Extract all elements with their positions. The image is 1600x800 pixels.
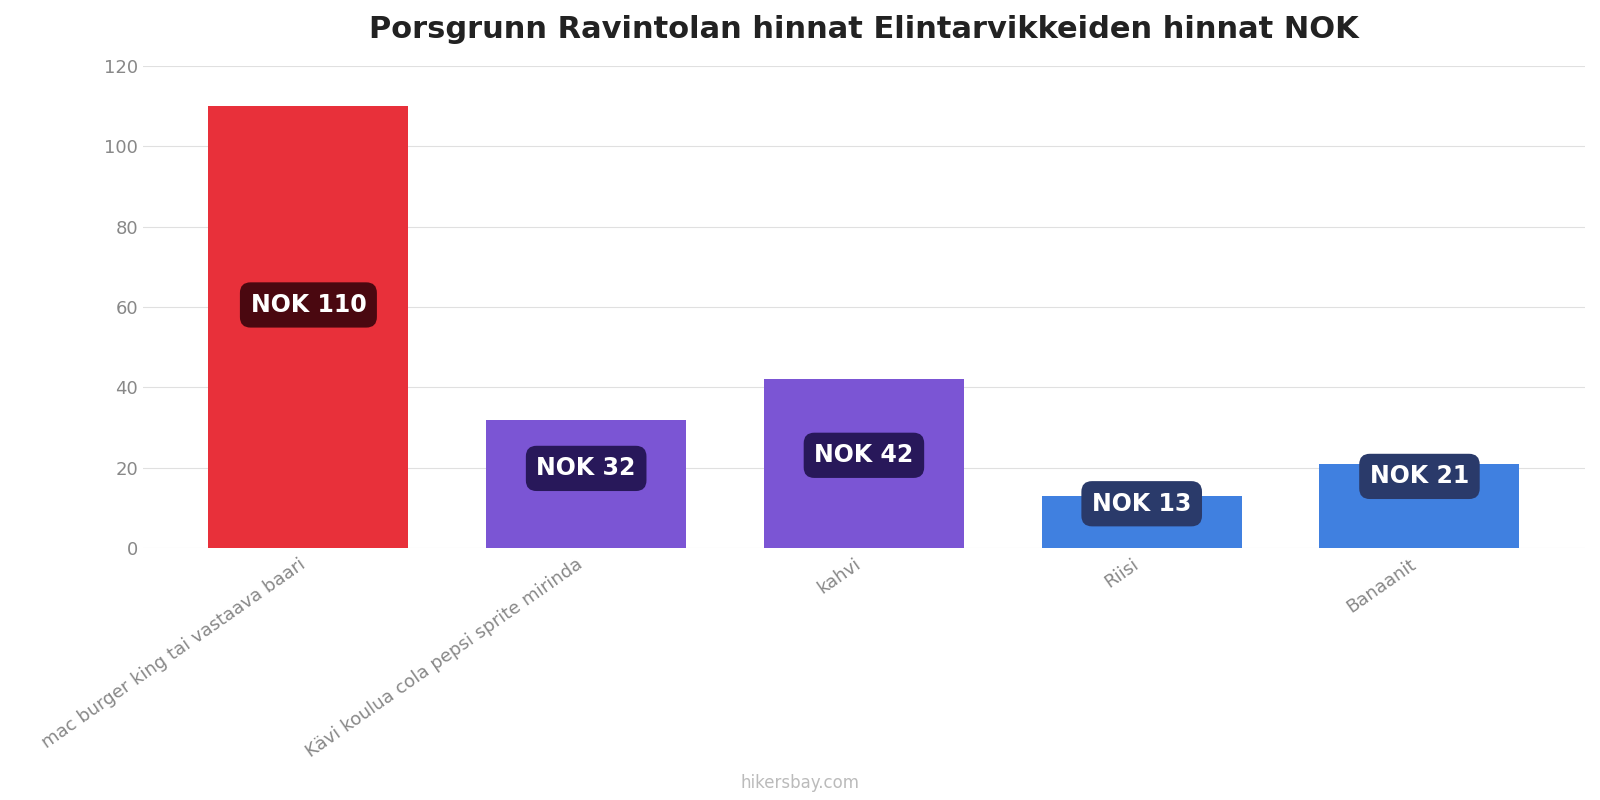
Bar: [1320, 464, 1520, 548]
Bar: [486, 419, 686, 548]
Text: hikersbay.com: hikersbay.com: [741, 774, 859, 792]
Text: NOK 13: NOK 13: [1093, 492, 1192, 516]
Bar: [1042, 496, 1242, 548]
Text: NOK 32: NOK 32: [536, 457, 635, 481]
Text: NOK 42: NOK 42: [814, 443, 914, 467]
Text: NOK 110: NOK 110: [251, 293, 366, 317]
Title: Porsgrunn Ravintolan hinnat Elintarvikkeiden hinnat NOK: Porsgrunn Ravintolan hinnat Elintarvikke…: [370, 15, 1358, 44]
Bar: [763, 379, 963, 548]
Text: NOK 21: NOK 21: [1370, 465, 1469, 489]
Bar: [208, 106, 408, 548]
